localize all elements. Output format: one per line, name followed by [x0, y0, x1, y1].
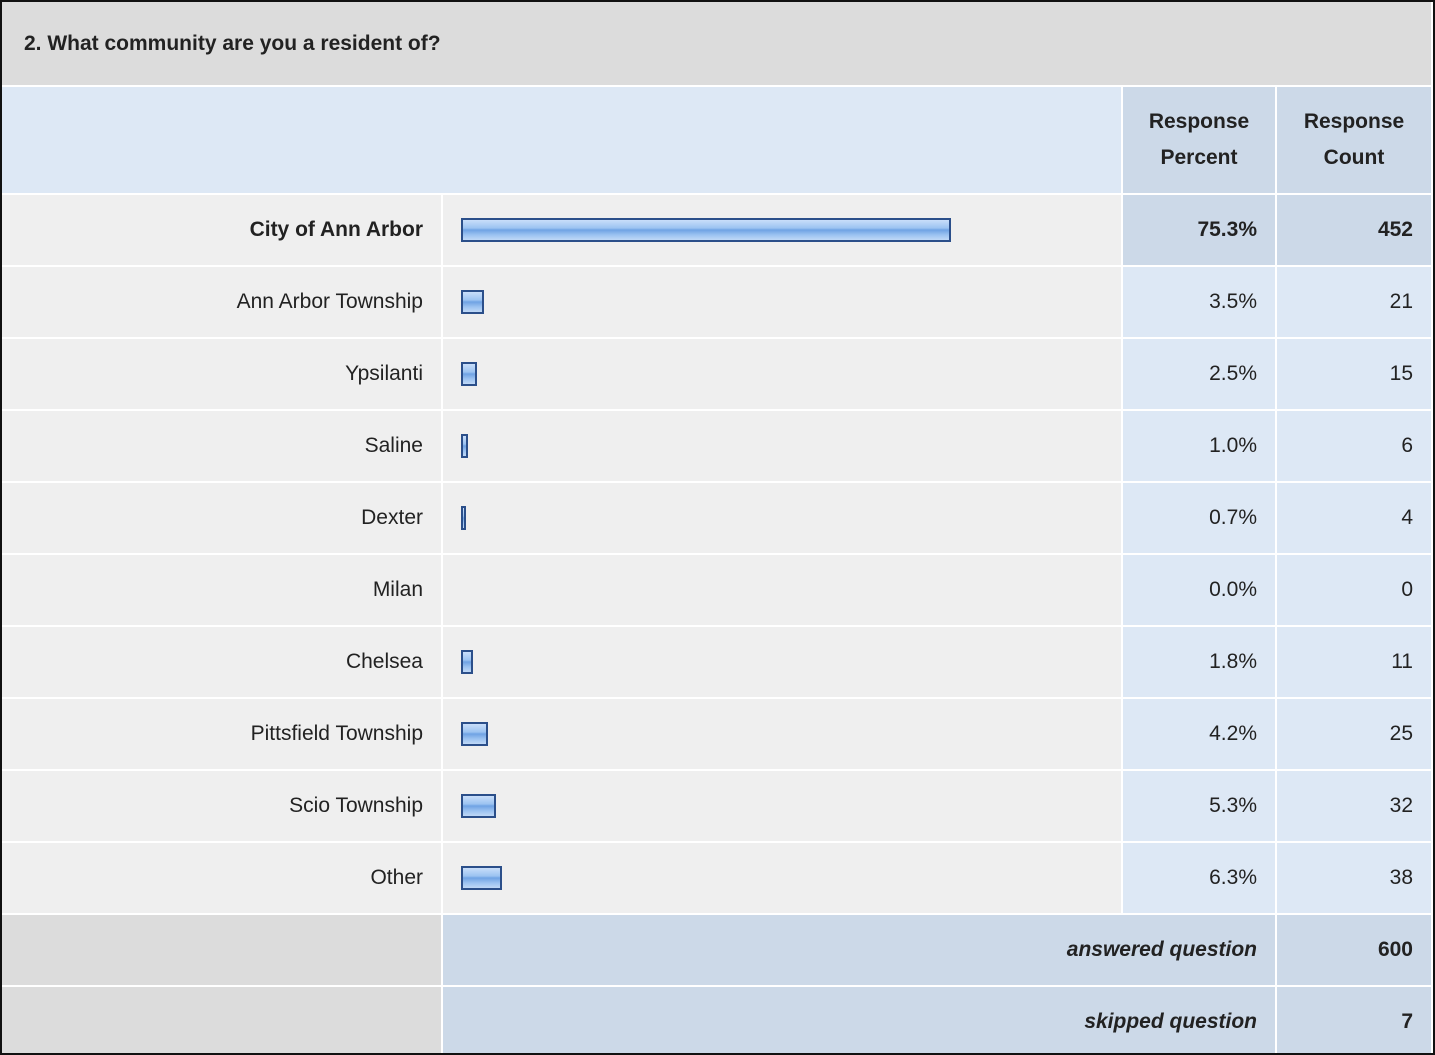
summary-blank: [2, 987, 443, 1053]
count: 11: [1277, 627, 1433, 699]
row-label: Pittsfield Township: [2, 699, 443, 771]
summary-value: 600: [1277, 915, 1433, 987]
summary-label: skipped question: [443, 987, 1277, 1053]
percent: 6.3%: [1123, 843, 1277, 915]
bar-cell: [443, 555, 1123, 627]
percent: 1.0%: [1123, 411, 1277, 483]
row-label: Saline: [2, 411, 443, 483]
bar-cell: [443, 483, 1123, 555]
count: 25: [1277, 699, 1433, 771]
row-label: Other: [2, 843, 443, 915]
count: 32: [1277, 771, 1433, 843]
count: 15: [1277, 339, 1433, 411]
bar: [461, 290, 484, 314]
count: 4: [1277, 483, 1433, 555]
row-label: Dexter: [2, 483, 443, 555]
count: 21: [1277, 267, 1433, 339]
bar: [461, 722, 489, 746]
count: 0: [1277, 555, 1433, 627]
percent: 1.8%: [1123, 627, 1277, 699]
bar-cell: [443, 267, 1123, 339]
bar-cell: [443, 411, 1123, 483]
percent: 2.5%: [1123, 339, 1277, 411]
percent: 75.3%: [1123, 195, 1277, 267]
column-header: Response Percent: [1123, 87, 1277, 195]
bar-cell: [443, 843, 1123, 915]
row-label: Ypsilanti: [2, 339, 443, 411]
summary-label: answered question: [443, 915, 1277, 987]
header-blank: [2, 87, 1123, 195]
bar: [461, 506, 466, 530]
percent: 5.3%: [1123, 771, 1277, 843]
bar: [461, 218, 952, 242]
bar-cell: [443, 339, 1123, 411]
bar-cell: [443, 699, 1123, 771]
percent: 4.2%: [1123, 699, 1277, 771]
bar-cell: [443, 771, 1123, 843]
row-label: Milan: [2, 555, 443, 627]
count: 6: [1277, 411, 1433, 483]
bar: [461, 794, 496, 818]
count: 38: [1277, 843, 1433, 915]
bar: [461, 362, 478, 386]
row-label: Scio Township: [2, 771, 443, 843]
percent: 3.5%: [1123, 267, 1277, 339]
question-title: 2. What community are you a resident of?: [2, 2, 1433, 87]
bar: [461, 650, 473, 674]
bar: [461, 866, 502, 890]
row-label: Chelsea: [2, 627, 443, 699]
summary-value: 7: [1277, 987, 1433, 1053]
row-label: City of Ann Arbor: [2, 195, 443, 267]
percent: 0.0%: [1123, 555, 1277, 627]
count: 452: [1277, 195, 1433, 267]
column-header: Response Count: [1277, 87, 1433, 195]
bar-cell: [443, 627, 1123, 699]
summary-blank: [2, 915, 443, 987]
row-label: Ann Arbor Township: [2, 267, 443, 339]
percent: 0.7%: [1123, 483, 1277, 555]
bar: [461, 434, 468, 458]
